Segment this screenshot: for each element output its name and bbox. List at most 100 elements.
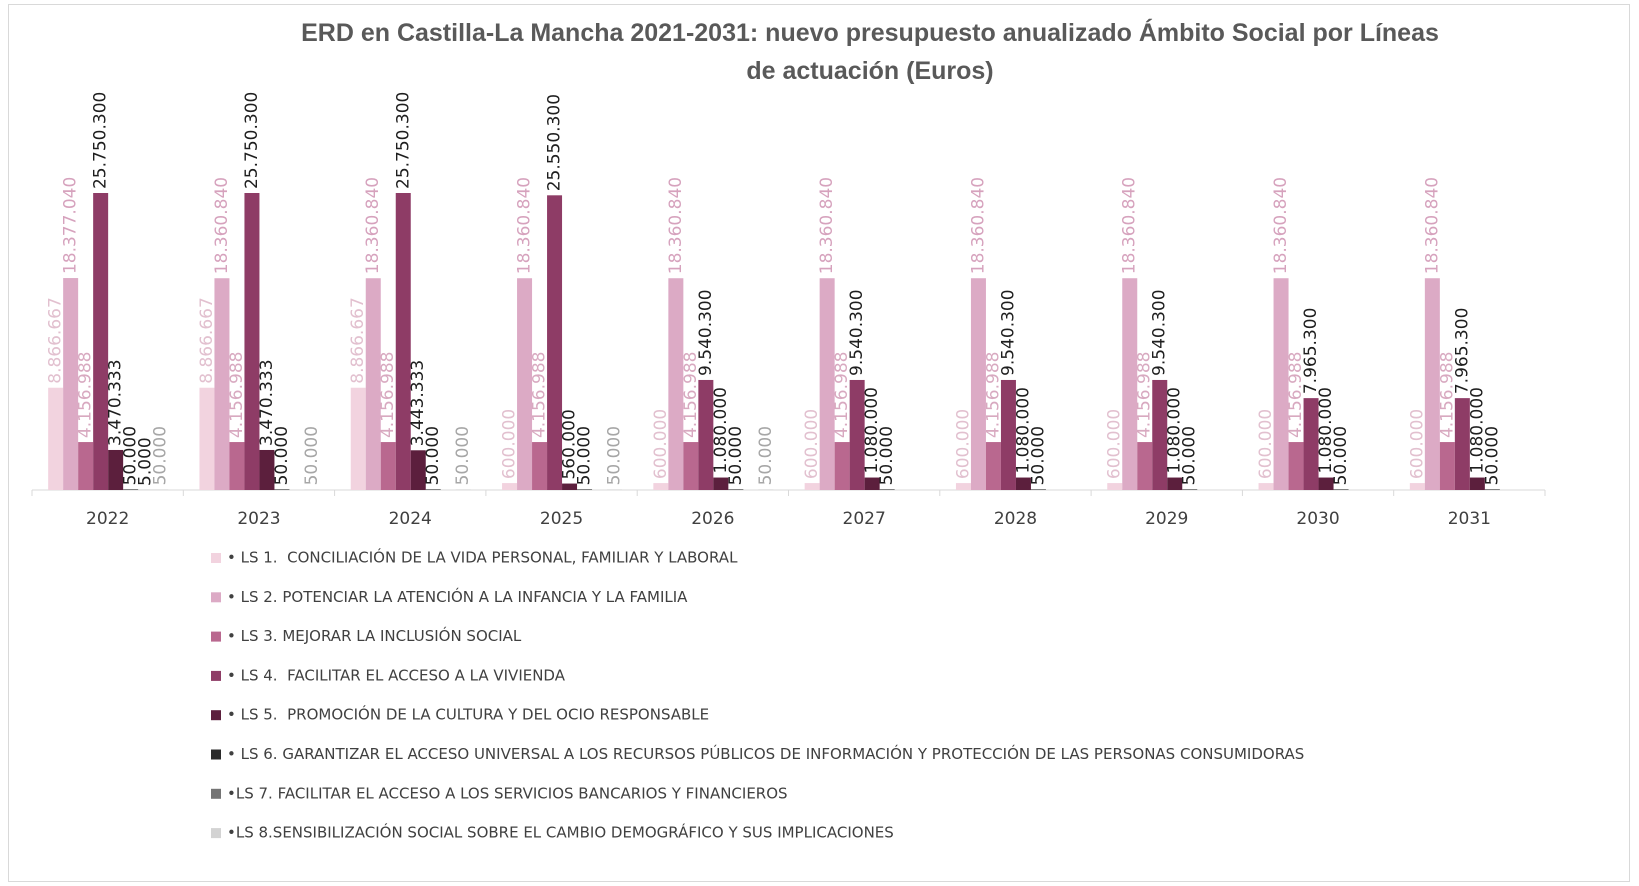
data-label: 50.000 <box>877 426 897 485</box>
data-label: 3.470.333 <box>257 359 277 446</box>
legend-swatch <box>211 788 221 799</box>
bar <box>1000 379 1016 490</box>
legend-swatch <box>211 553 221 563</box>
bar <box>274 489 290 490</box>
bar <box>1137 442 1153 490</box>
data-label: 4.156.988 <box>76 352 96 439</box>
data-label: 4.156.988 <box>681 352 701 439</box>
bar <box>78 442 94 490</box>
chart-frame <box>8 4 1630 882</box>
data-label: 600.000 <box>1105 409 1125 479</box>
data-label: 50.000 <box>121 426 141 485</box>
bar <box>577 489 593 490</box>
bar <box>108 449 124 490</box>
bar <box>425 489 441 490</box>
bar <box>985 442 1001 490</box>
bar <box>1439 442 1455 490</box>
data-label: 1.080.000 <box>711 387 731 474</box>
bar <box>199 387 215 490</box>
data-label: 25.550.300 <box>545 94 565 191</box>
data-label: 50.000 <box>272 426 292 485</box>
bar <box>1409 483 1425 490</box>
legend-label: • LS 3. MEJORAR LA INCLUSIÓN SOCIAL <box>227 626 522 645</box>
bar <box>713 477 729 490</box>
bar <box>365 278 381 490</box>
bar <box>562 483 578 490</box>
data-label: 50.000 <box>423 426 443 485</box>
data-label: 25.750.300 <box>242 92 262 189</box>
bar <box>380 442 396 490</box>
data-label: 50.000 <box>1482 426 1502 485</box>
data-label: 50.000 <box>151 426 171 485</box>
bar <box>683 442 699 490</box>
data-label: 600.000 <box>651 409 671 479</box>
data-label: 4.156.988 <box>378 352 398 439</box>
bar <box>1015 477 1031 490</box>
bar <box>1303 398 1319 490</box>
data-label: 18.360.840 <box>515 177 535 274</box>
bar <box>653 483 669 490</box>
bar <box>244 193 260 490</box>
x-tick-label: 2028 <box>994 509 1037 529</box>
bar <box>532 442 548 490</box>
data-label: 8.866.667 <box>348 297 368 384</box>
data-label: 9.540.300 <box>998 289 1018 376</box>
bar <box>1167 477 1183 490</box>
bar <box>698 379 714 490</box>
data-label: 50.000 <box>1028 426 1048 485</box>
data-label: 4.156.988 <box>530 352 550 439</box>
bar <box>849 379 865 490</box>
bar <box>1469 477 1485 490</box>
x-tick-label: 2023 <box>237 509 280 529</box>
bar <box>1333 489 1349 490</box>
legend-swatch <box>211 828 221 839</box>
data-label: 1.080.000 <box>1165 387 1185 474</box>
bar <box>1273 278 1289 490</box>
data-label: 18.360.840 <box>666 177 686 274</box>
data-label: 600.000 <box>1407 409 1427 479</box>
data-label: 4.156.988 <box>1286 352 1306 439</box>
bar <box>1182 489 1198 490</box>
data-label: 25.750.300 <box>91 92 111 189</box>
bar <box>48 387 64 490</box>
bar <box>970 278 986 490</box>
data-label: 1.080.000 <box>1467 387 1487 474</box>
data-label: 1.080.000 <box>862 387 882 474</box>
legend-label: • LS 5. PROMOCIÓN DE LA CULTURA Y DEL OC… <box>227 705 709 724</box>
data-label: 600.000 <box>1256 409 1276 479</box>
data-label: 18.360.840 <box>1422 177 1442 274</box>
data-label: 600.000 <box>802 409 822 479</box>
data-label: 4.156.988 <box>983 352 1003 439</box>
bar <box>502 483 518 490</box>
data-label: 50.000 <box>575 426 595 485</box>
legend-label: •LS 8.SENSIBILIZACIÓN SOCIAL SOBRE EL CA… <box>227 823 894 842</box>
data-label: 3.443.333 <box>408 360 428 447</box>
data-label: 50.000 <box>302 426 322 485</box>
data-label: 18.360.840 <box>1271 177 1291 274</box>
data-label: 7.965.300 <box>1301 308 1321 395</box>
bar <box>63 278 79 490</box>
bar <box>1484 489 1500 490</box>
bar <box>1258 483 1274 490</box>
bar <box>517 278 533 490</box>
legend-label: • LS 1. CONCILIACIÓN DE LA VIDA PERSONAL… <box>227 548 738 567</box>
data-label: 18.360.840 <box>817 177 837 274</box>
bar <box>259 449 275 490</box>
bar <box>1152 379 1168 490</box>
data-label: 18.360.840 <box>363 177 383 274</box>
bar <box>214 278 230 490</box>
data-label: 18.360.840 <box>212 177 232 274</box>
bar <box>758 489 774 490</box>
bar <box>395 193 411 490</box>
data-label: 18.360.840 <box>968 177 988 274</box>
x-tick-label: 2024 <box>389 509 432 529</box>
bar <box>1318 477 1334 490</box>
bar <box>304 489 320 490</box>
bar <box>668 278 684 490</box>
x-tick-label: 2031 <box>1448 509 1491 529</box>
legend-swatch <box>211 670 221 681</box>
data-label: 560.000 <box>560 409 580 479</box>
bar <box>93 193 109 490</box>
bar <box>819 278 835 490</box>
data-label: 8.866.667 <box>46 297 66 384</box>
